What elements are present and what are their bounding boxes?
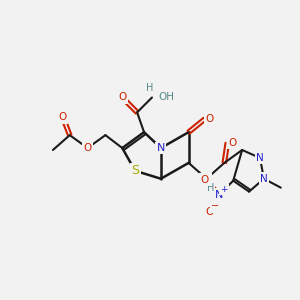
Text: OH: OH <box>158 92 174 101</box>
Text: N: N <box>256 153 264 163</box>
Text: O: O <box>228 138 236 148</box>
Text: N: N <box>157 143 165 153</box>
Text: O: O <box>118 92 126 103</box>
Text: N: N <box>215 190 224 200</box>
Text: O: O <box>205 207 214 218</box>
Text: N: N <box>260 174 268 184</box>
Text: O: O <box>83 143 92 153</box>
Text: −: − <box>211 202 220 212</box>
Text: H: H <box>146 82 154 93</box>
Text: H: H <box>207 183 214 193</box>
Text: +: + <box>220 185 228 194</box>
Text: O: O <box>205 114 214 124</box>
Text: N: N <box>202 174 210 184</box>
Text: S: S <box>131 164 139 177</box>
Text: O: O <box>200 175 208 185</box>
Text: O: O <box>59 112 67 122</box>
